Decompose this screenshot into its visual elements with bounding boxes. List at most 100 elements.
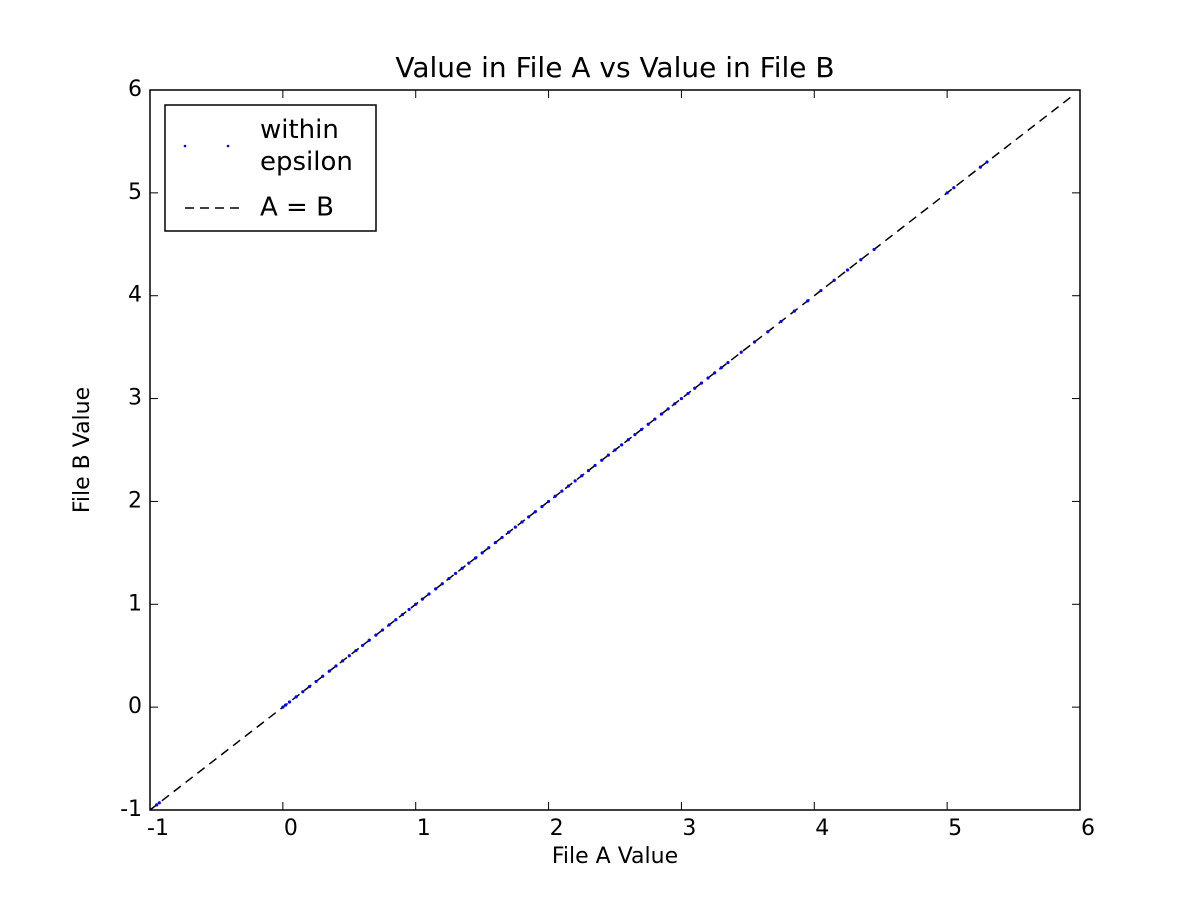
legend-marker	[183, 144, 187, 148]
scatter-point	[553, 494, 557, 498]
x-tick-label: 4	[815, 816, 829, 841]
scatter-point	[952, 186, 956, 190]
scatter-point	[806, 299, 810, 303]
scatter-point	[493, 540, 498, 545]
scatter-point	[686, 391, 690, 396]
scatter-point	[633, 432, 637, 437]
scatter-point	[487, 546, 491, 550]
scatter-point	[653, 417, 657, 421]
scatter-point	[779, 319, 783, 324]
scatter-point	[719, 366, 723, 370]
legend-box	[164, 104, 377, 232]
chart-title: Value in File A vs Value in File B	[395, 51, 834, 84]
scatter-point	[354, 648, 358, 653]
scatter-point	[620, 443, 624, 447]
scatter-point	[327, 669, 331, 673]
x-tick-label: 1	[417, 816, 431, 841]
legend-label: within epsilon	[260, 115, 353, 177]
scatter-point	[500, 535, 504, 540]
scatter-point	[626, 438, 630, 442]
scatter-point	[792, 309, 796, 313]
scatter-point	[546, 499, 551, 504]
scatter-point	[374, 633, 378, 637]
scatter-point	[281, 705, 285, 709]
scatter-point	[420, 597, 424, 601]
legend-label: A = B	[260, 193, 334, 223]
scatter-point	[387, 623, 391, 627]
scatter-point	[832, 278, 836, 282]
scatter-point	[606, 453, 610, 457]
scatter-point	[859, 258, 863, 262]
scatter-point	[573, 479, 577, 483]
scatter-point	[527, 515, 531, 519]
scatter-point	[639, 427, 644, 432]
y-tick-label: 3	[128, 386, 142, 411]
y-tick-label: 1	[128, 591, 142, 616]
scatter-point	[400, 612, 405, 617]
scatter-point	[739, 350, 743, 354]
scatter-point	[666, 407, 670, 411]
scatter-point	[157, 801, 161, 805]
scatter-point	[467, 561, 471, 565]
x-tick-label: -1	[147, 816, 169, 841]
y-tick-label: 6	[128, 77, 142, 102]
scatter-point	[673, 402, 677, 406]
scatter-point	[380, 628, 385, 632]
y-tick-label: 4	[128, 283, 142, 308]
scatter-point	[507, 530, 511, 534]
scatter-point	[593, 463, 597, 468]
scatter-point	[978, 165, 982, 169]
scatter-point	[440, 582, 444, 586]
y-axis-label: File B Value	[70, 387, 95, 513]
scatter-point	[845, 268, 850, 272]
scatter-point	[460, 566, 464, 570]
scatter-point	[367, 638, 371, 642]
scatter-point	[513, 525, 517, 529]
x-tick-label: 6	[1081, 816, 1095, 841]
scatter-point	[819, 288, 823, 293]
scatter-point	[427, 592, 431, 596]
scatter-point	[434, 587, 438, 591]
scatter-point	[473, 556, 478, 560]
scatter-point	[533, 510, 537, 514]
x-tick-label: 3	[682, 816, 696, 841]
x-tick-label: 0	[284, 816, 298, 841]
scatter-point	[726, 360, 730, 365]
y-tick-label: 0	[128, 694, 142, 719]
scatter-point	[985, 160, 989, 164]
scatter-point	[945, 191, 949, 195]
scatter-point	[580, 474, 584, 478]
scatter-point	[314, 679, 318, 684]
scatter-point	[407, 607, 411, 612]
scatter-point	[872, 247, 876, 252]
scatter-point	[287, 700, 292, 704]
scatter-point	[480, 551, 484, 555]
scatter-point	[394, 618, 398, 622]
scatter-point	[301, 690, 305, 694]
scatter-point	[646, 422, 650, 426]
scatter-point	[321, 674, 325, 678]
scatter-point	[713, 371, 717, 375]
scatter-point	[414, 602, 418, 606]
scatter-point	[566, 484, 571, 488]
scatter-point	[520, 520, 524, 524]
scatter-point	[600, 458, 604, 462]
scatter-point	[347, 654, 351, 658]
scatter-point	[283, 703, 288, 707]
plot-frame	[149, 89, 1081, 811]
scatter-point	[693, 386, 697, 390]
scatter-point	[586, 468, 591, 473]
scatter-point	[540, 504, 544, 509]
y-tick-label: 2	[128, 488, 142, 513]
x-axis-label: File A Value	[552, 844, 678, 869]
scatter-point	[679, 396, 684, 401]
scatter-point	[613, 448, 617, 452]
x-tick-label: 5	[948, 816, 962, 841]
scatter-point	[659, 412, 664, 416]
scatter-point	[334, 664, 338, 668]
scatter-point	[752, 340, 757, 344]
scatter-point	[699, 381, 703, 385]
scatter-point	[294, 695, 298, 699]
scatter-point	[766, 330, 770, 334]
